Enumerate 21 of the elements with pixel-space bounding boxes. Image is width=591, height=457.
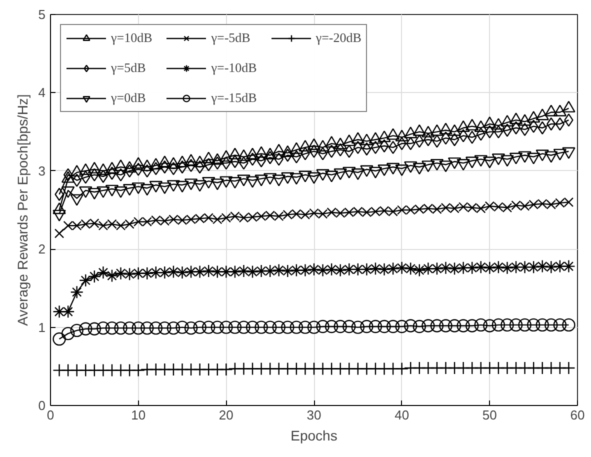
- legend-label: γ=5dB: [111, 60, 146, 76]
- y-tick-label: 1: [38, 320, 46, 335]
- x-tick-label: 20: [218, 408, 234, 422]
- x-tick-label: 60: [570, 408, 585, 422]
- y-tick-label: 0: [38, 398, 46, 413]
- legend-label: γ=-5dB: [211, 30, 250, 46]
- legend-label: γ=0dB: [111, 90, 146, 106]
- x-tick-label: 30: [306, 408, 322, 422]
- legend-label: γ=-20dB: [316, 30, 362, 46]
- x-tick-label: 10: [131, 408, 146, 422]
- y-tick-label: 4: [38, 85, 46, 100]
- x-axis-title: Epochs: [290, 428, 338, 444]
- x-tick-label: 40: [394, 408, 410, 422]
- y-tick-label: 2: [38, 242, 46, 257]
- x-tick-label: 50: [482, 408, 497, 422]
- y-tick-label: 5: [38, 7, 46, 22]
- y-axis-title: Average Rewards Per Epoch[bps/Hz]: [14, 94, 30, 326]
- legend-label: γ=10dB: [111, 30, 152, 46]
- legend-label: γ=-15dB: [211, 90, 257, 106]
- y-tick-label: 3: [38, 163, 46, 178]
- legend-label: γ=-10dB: [211, 60, 257, 76]
